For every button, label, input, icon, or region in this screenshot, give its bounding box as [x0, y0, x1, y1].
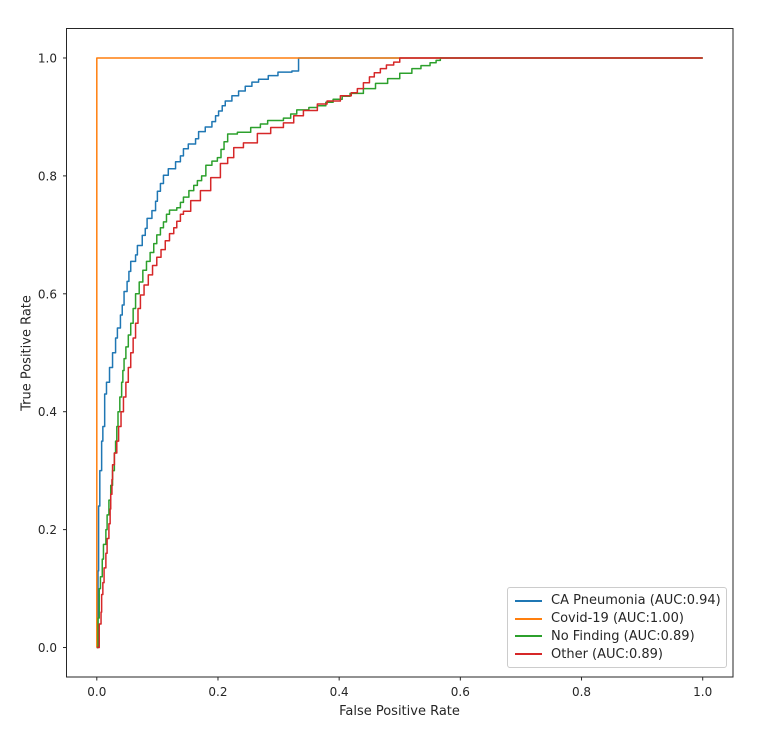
legend-label-no-finding: No Finding (AUC:0.89)	[551, 628, 695, 644]
legend-label-other: Other (AUC:0.89)	[551, 646, 663, 662]
roc-curve-other	[96, 57, 703, 649]
legend-line-sample-ca-pneumonia	[515, 599, 542, 602]
legend-line-sample-no-finding	[515, 635, 542, 638]
y-tick-label: 0.2	[38, 523, 57, 537]
legend: CA Pneumonia (AUC:0.94) Covid-19 (AUC:1.0…	[507, 587, 727, 668]
x-tick-label: 0.4	[330, 685, 349, 699]
x-tick-label: 0.2	[208, 685, 227, 699]
legend-line-sample-other	[515, 653, 542, 656]
y-tick-label: 0.4	[38, 405, 57, 419]
legend-item-no-finding: No Finding (AUC:0.89)	[515, 628, 719, 646]
y-tick-label: 0.0	[38, 641, 57, 655]
x-axis-label: False Positive Rate	[339, 704, 460, 719]
y-tick-label: 0.8	[38, 169, 57, 183]
roc-curve-ca-pneumonia	[96, 57, 703, 649]
y-axis-label: True Positive Rate	[19, 295, 35, 411]
legend-label-ca-pneumonia: CA Pneumonia (AUC:0.94)	[551, 593, 721, 609]
x-tick-label: 0.8	[572, 685, 591, 699]
x-tick-label: 0.0	[87, 685, 106, 699]
legend-line-sample-covid-19	[515, 617, 542, 620]
x-tick-label: 0.6	[451, 685, 470, 699]
legend-item-covid-19: Covid-19 (AUC:1.00)	[515, 610, 719, 628]
plot-spines	[66, 28, 734, 678]
legend-item-ca-pneumonia: CA Pneumonia (AUC:0.94)	[515, 592, 721, 610]
y-tick-label: 0.6	[38, 287, 57, 301]
y-tick-label: 1.0	[38, 51, 57, 65]
legend-label-covid-19: Covid-19 (AUC:1.00)	[551, 611, 684, 627]
x-tick-label: 1.0	[693, 685, 712, 699]
legend-item-other: Other (AUC:0.89)	[515, 645, 719, 663]
